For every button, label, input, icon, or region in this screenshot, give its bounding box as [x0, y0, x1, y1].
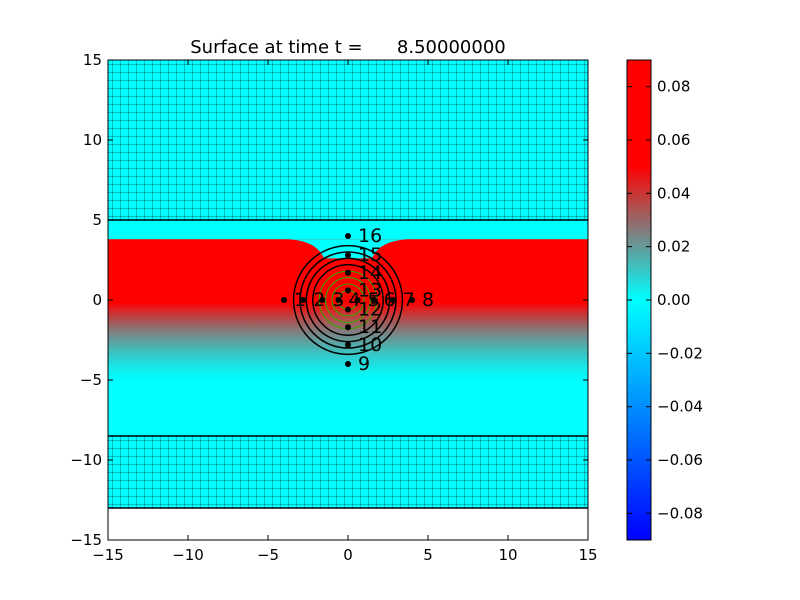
gauge-marker: [345, 341, 351, 348]
colorbar-tick-label: −0.02: [657, 344, 703, 362]
x-tick-label: −5: [257, 546, 279, 564]
band-dip: [284, 239, 412, 259]
contour-line: [331, 283, 365, 317]
y-tick-label: 15: [83, 51, 102, 69]
fine-grid-top: [108, 60, 588, 220]
gauge-marker: [281, 297, 287, 303]
gauge-marker: [345, 361, 351, 367]
y-tick-label: 5: [92, 211, 102, 229]
gauge-label: 9: [358, 353, 370, 375]
contour-line: [305, 257, 391, 343]
gauge-label: 12: [358, 299, 382, 321]
x-tick-label: 0: [343, 546, 353, 564]
colorbar-tick-label: 0.02: [657, 238, 690, 256]
gauge-marker: [335, 297, 342, 303]
contour-line: [312, 264, 384, 336]
x-axis: −15 −10 −5 0 5 10 15: [92, 60, 598, 564]
colorbar-tick-label: 0.04: [657, 184, 690, 202]
contour-line: [292, 244, 404, 356]
gauge-label: 1: [294, 289, 306, 311]
gauge-marker: [345, 252, 351, 259]
contour-line: [325, 277, 371, 323]
colorbar-tick-label: −0.06: [657, 451, 703, 469]
gauge-marker: [345, 287, 351, 294]
y-tick-label: 10: [83, 131, 102, 149]
gauge-marker: [345, 233, 351, 239]
chart-title: Surface at time t = 8.50000000: [190, 37, 505, 58]
x-tick-label: 10: [498, 546, 517, 564]
gauge-marker: [345, 306, 351, 313]
colorbar-tick-label: −0.04: [657, 398, 703, 416]
gauge-label: 4: [348, 289, 360, 311]
gauge-marker: [389, 297, 396, 303]
plot-area: 12345678910111213141516: [108, 60, 588, 540]
gauge-label: 10: [358, 334, 382, 356]
gauge-marker: [319, 297, 326, 303]
gauge-label: 8: [422, 289, 434, 311]
y-tick-label: 0: [92, 291, 102, 309]
gauge-label: 13: [358, 279, 382, 301]
gauge-label: 14: [358, 262, 382, 284]
colorbar-tick-label: 0.06: [657, 131, 690, 149]
y-tick-label: −10: [70, 451, 102, 469]
colorbar-ticks: 0.08 0.06 0.04 0.02 0.00 −0.02 −0.04 −0.06 −0.08: [627, 78, 703, 522]
y-tick-label: −15: [70, 531, 102, 549]
gauge-label: 2: [313, 289, 325, 311]
gauge-label: 11: [358, 316, 382, 338]
gauge-markers: 12345678910111213141516: [281, 225, 434, 375]
x-tick-label: −10: [172, 546, 204, 564]
gauge-marker: [345, 269, 351, 276]
gauge-label: 15: [358, 244, 382, 266]
gauge-label: 6: [384, 289, 396, 311]
contour-line: [299, 251, 397, 349]
gauge-label: 7: [403, 289, 415, 311]
y-axis: 15 10 5 0 −5 −10 −15: [70, 51, 588, 549]
colorbar-tick-label: 0.08: [657, 78, 690, 96]
gauge-label: 16: [358, 225, 382, 247]
y-tick-label: −5: [80, 371, 102, 389]
gauge-marker: [345, 324, 351, 331]
background-below-domain: [108, 508, 588, 540]
gauge-marker: [300, 297, 307, 303]
gauge-marker: [409, 297, 415, 303]
gauge-marker: [370, 297, 377, 303]
x-tick-label: 15: [578, 546, 597, 564]
gauge-marker: [354, 297, 361, 303]
fine-grid-bottom: [108, 436, 588, 508]
x-tick-label: 5: [423, 546, 433, 564]
colorbar-tick-label: −0.08: [657, 504, 703, 522]
colorbar-tick-label: 0.00: [657, 291, 690, 309]
x-tick-label: −15: [92, 546, 124, 564]
